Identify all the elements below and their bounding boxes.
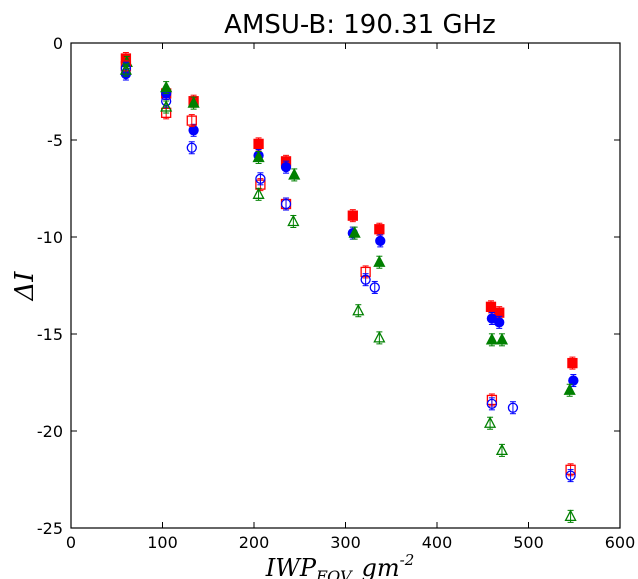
data-point (565, 470, 576, 481)
data-point (494, 317, 505, 328)
data-point (563, 383, 576, 395)
data-point (369, 282, 380, 293)
data-point (188, 125, 199, 136)
data-point (187, 96, 200, 108)
chart-title: AMSU-B: 190.31 GHz (224, 10, 496, 40)
data-point (373, 330, 386, 343)
data-point (160, 100, 173, 112)
data-point (287, 214, 300, 227)
data-point (485, 301, 497, 312)
data-point (252, 187, 265, 199)
x-tick-label: 300 (330, 533, 361, 552)
data-point (495, 332, 509, 345)
data-point (373, 255, 386, 267)
x-axis-label: IWPFOV gm-2 (265, 551, 415, 579)
data-point (485, 332, 498, 345)
plot-area (70, 42, 621, 529)
x-tick-label: 0 (66, 533, 76, 552)
data-point (483, 416, 497, 428)
x-axis-label-main: IWP (265, 554, 317, 579)
data-point (280, 162, 292, 173)
data-point (507, 402, 519, 413)
data-point (567, 357, 578, 369)
series-4 (120, 61, 576, 483)
y-tick-label: -15 (37, 325, 63, 344)
data-point (280, 198, 292, 210)
data-points (119, 52, 579, 523)
x-axis-label-superscript: -2 (400, 551, 415, 569)
data-point (252, 150, 265, 163)
data-point (486, 398, 498, 409)
data-point (288, 168, 301, 180)
y-axis-label: ΔI (10, 271, 40, 302)
series-2 (120, 55, 576, 397)
data-point (160, 80, 173, 93)
data-point (119, 63, 132, 75)
data-point (347, 210, 358, 221)
x-tick-label: 600 (605, 533, 636, 552)
series-5 (119, 63, 577, 523)
data-point (186, 115, 197, 126)
data-point (375, 235, 386, 247)
data-point (360, 274, 371, 285)
x-tick-label: 200 (239, 533, 270, 552)
x-tick-label: 500 (513, 533, 544, 552)
data-point (255, 173, 266, 184)
y-tick-label: 0 (53, 34, 63, 53)
y-tick-label: -10 (37, 228, 63, 247)
y-tick-label: -20 (37, 422, 63, 441)
axis-ticks: 0 100 200 300 400 500 600 0 -5 -10 -15 -20 -25 (37, 34, 635, 552)
data-point (348, 226, 361, 238)
y-tick-label: -25 (37, 519, 63, 538)
x-tick-label: 100 (147, 533, 178, 552)
data-point (186, 142, 197, 153)
data-point (568, 375, 579, 386)
data-point (495, 443, 509, 456)
data-point (253, 138, 264, 150)
y-tick-label: -5 (47, 131, 63, 150)
x-axis-label-unit: gm (362, 554, 400, 579)
data-point (374, 224, 385, 235)
data-point (564, 509, 577, 522)
x-tick-label: 400 (422, 533, 453, 552)
x-axis-label-subscript: FOV (315, 567, 353, 579)
data-point (352, 303, 365, 316)
